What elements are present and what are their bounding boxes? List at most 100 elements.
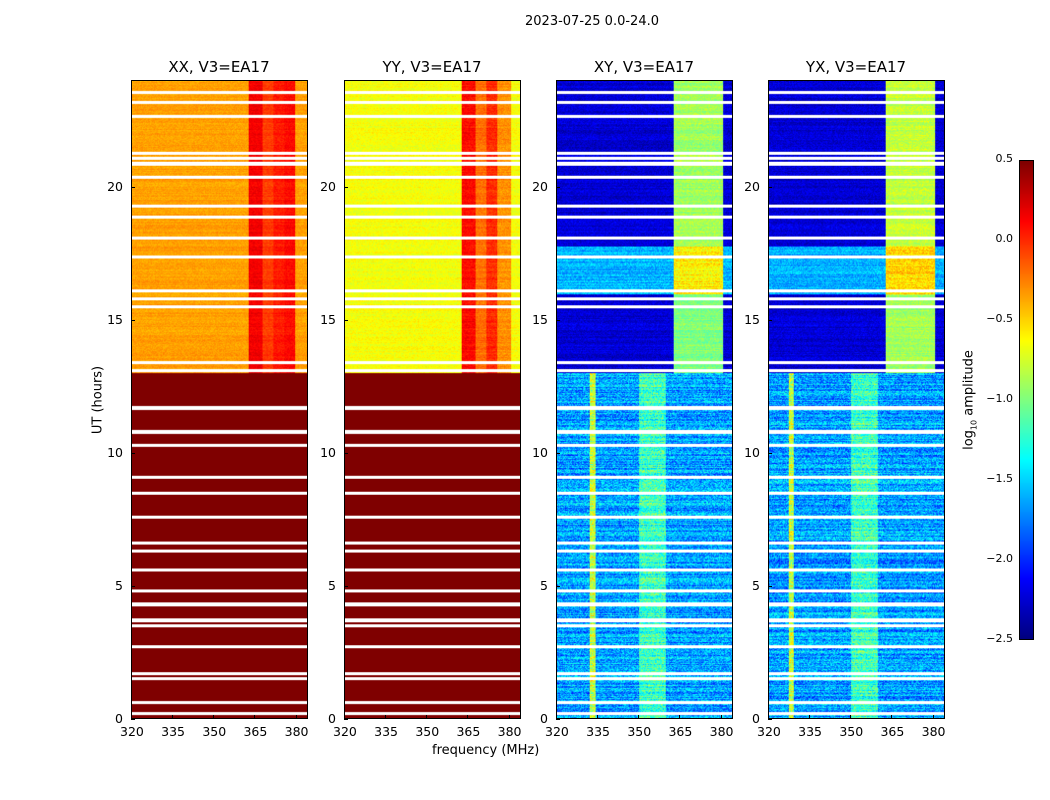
- heatmap-cells: [557, 81, 732, 718]
- x-tick-label: 365: [668, 724, 693, 739]
- y-tick-label: 5: [328, 577, 336, 593]
- x-tick: [426, 715, 428, 719]
- x-tick: [213, 715, 215, 719]
- y-tick-label: 20: [744, 178, 760, 194]
- x-tick: [720, 715, 722, 719]
- y-tick-label: 20: [532, 178, 548, 194]
- x-tick-label: 380: [284, 724, 309, 739]
- x-tick: [638, 715, 640, 719]
- x-tick-label: 365: [456, 724, 481, 739]
- x-tick-label: 335: [798, 724, 823, 739]
- y-tick-label: 0: [752, 711, 760, 726]
- y-tick-label: 20: [320, 178, 336, 194]
- heatmap-panel: [131, 80, 308, 719]
- x-axis-label: frequency (MHz): [432, 743, 540, 758]
- y-tick: [344, 319, 348, 321]
- y-tick: [131, 719, 135, 720]
- colorbar-tick-label: −1.0: [986, 392, 1013, 405]
- x-tick-label: 380: [709, 724, 734, 739]
- x-tick-label: 335: [161, 724, 186, 739]
- heatmap-cells: [132, 81, 307, 718]
- colorbar-tick-label: −0.5: [986, 312, 1013, 325]
- x-tick: [508, 715, 510, 719]
- x-tick: [344, 715, 345, 719]
- y-tick: [768, 186, 772, 188]
- x-tick: [850, 715, 852, 719]
- heatmap-panel: [556, 80, 733, 719]
- colorbar: [1019, 160, 1034, 640]
- x-tick: [172, 715, 174, 719]
- y-tick: [768, 452, 772, 454]
- figure-title: 2023-07-25 0.0-24.0: [525, 14, 659, 29]
- x-tick: [932, 715, 934, 719]
- y-tick: [556, 719, 560, 720]
- y-tick: [131, 319, 135, 321]
- y-tick-label: 0: [540, 711, 548, 726]
- y-tick-label: 10: [532, 444, 548, 460]
- colorbar-tick-label: 0.0: [995, 232, 1014, 245]
- y-tick: [556, 319, 560, 321]
- x-tick: [679, 715, 681, 719]
- panel-title: XX, V3=EA17: [168, 58, 270, 76]
- y-tick: [556, 585, 560, 587]
- y-tick-label: 5: [752, 577, 760, 593]
- x-tick-label: 335: [586, 724, 611, 739]
- x-tick-label: 350: [627, 724, 652, 739]
- y-tick: [768, 585, 772, 587]
- x-tick: [385, 715, 387, 719]
- x-tick-label: 320: [545, 724, 569, 739]
- y-axis-label: UT (hours): [90, 365, 106, 435]
- x-tick: [467, 715, 469, 719]
- y-tick-label: 15: [107, 311, 123, 327]
- heatmap-panel: [344, 80, 521, 719]
- y-tick-label: 0: [115, 711, 123, 726]
- x-tick-label: 380: [921, 724, 946, 739]
- y-tick: [344, 585, 348, 587]
- colorbar-tick-label: −1.5: [986, 472, 1013, 485]
- panel-title: YX, V3=EA17: [805, 58, 907, 76]
- y-tick-label: 15: [532, 311, 548, 327]
- colorbar-tick-label: −2.5: [986, 632, 1013, 645]
- y-tick: [131, 452, 135, 454]
- x-tick-label: 320: [333, 724, 357, 739]
- y-tick-label: 0: [328, 711, 336, 726]
- y-tick-label: 5: [115, 577, 123, 593]
- x-tick: [891, 715, 893, 719]
- x-tick: [131, 715, 132, 719]
- x-tick-label: 335: [374, 724, 399, 739]
- y-tick-label: 15: [320, 311, 336, 327]
- y-tick: [556, 452, 560, 454]
- y-tick: [131, 585, 135, 587]
- x-tick: [809, 715, 811, 719]
- y-tick: [768, 319, 772, 321]
- colorbar-tick-label: 0.5: [995, 152, 1014, 165]
- y-tick-label: 10: [107, 444, 123, 460]
- x-tick-label: 365: [243, 724, 268, 739]
- y-tick: [768, 719, 772, 720]
- y-tick-label: 5: [540, 577, 548, 593]
- y-tick-label: 10: [744, 444, 760, 460]
- x-tick-label: 320: [757, 724, 781, 739]
- heatmap-panel: [768, 80, 945, 719]
- panel-title: YY, V3=EA17: [382, 58, 482, 76]
- y-tick-label: 15: [744, 311, 760, 327]
- y-tick: [344, 719, 348, 720]
- x-tick-label: 350: [202, 724, 227, 739]
- y-tick: [556, 186, 560, 188]
- x-tick-label: 365: [880, 724, 905, 739]
- y-tick: [344, 186, 348, 188]
- heatmap-cells: [345, 81, 520, 718]
- colorbar-tick-label: −2.0: [986, 552, 1013, 565]
- x-tick-label: 350: [839, 724, 864, 739]
- heatmap-cells: [769, 81, 944, 718]
- y-tick: [344, 452, 348, 454]
- x-tick: [295, 715, 297, 719]
- x-tick: [254, 715, 256, 719]
- x-tick-label: 380: [497, 724, 522, 739]
- colorbar-label: log10 amplitude: [961, 350, 979, 450]
- x-tick: [556, 715, 557, 719]
- y-tick: [131, 186, 135, 188]
- y-tick-label: 20: [107, 178, 123, 194]
- x-tick-label: 350: [415, 724, 440, 739]
